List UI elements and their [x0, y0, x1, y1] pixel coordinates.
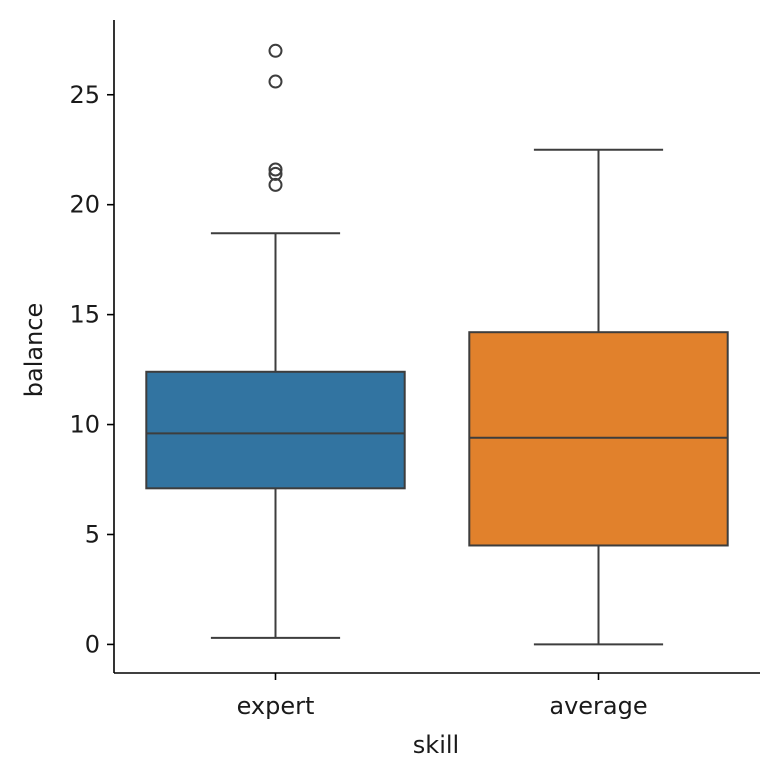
box-iqr [468, 331, 729, 547]
box-group-expert [145, 43, 406, 639]
x-axis: expert average [114, 672, 760, 720]
x-axis-label: skill [413, 731, 459, 759]
y-tick-label: 0 [85, 630, 100, 658]
y-axis: 0 5 10 15 20 25 [69, 20, 115, 673]
y-tick-label: 10 [69, 411, 100, 439]
y-axis-label: balance [20, 303, 48, 398]
y-tick-label: 5 [85, 520, 100, 548]
outlier-point [268, 166, 283, 181]
outlier-point [268, 74, 283, 89]
y-tick-label: 25 [69, 81, 100, 109]
outlier-point [268, 43, 283, 58]
box-iqr [145, 370, 406, 490]
plot-area [145, 43, 729, 646]
y-tick-label: 20 [69, 191, 100, 219]
outlier-point [268, 177, 283, 192]
x-tick-label: expert [237, 692, 315, 720]
y-tick-label: 15 [69, 301, 100, 329]
box-group-average [468, 148, 729, 646]
outlier-point [268, 162, 283, 177]
x-tick-label: average [549, 692, 647, 720]
